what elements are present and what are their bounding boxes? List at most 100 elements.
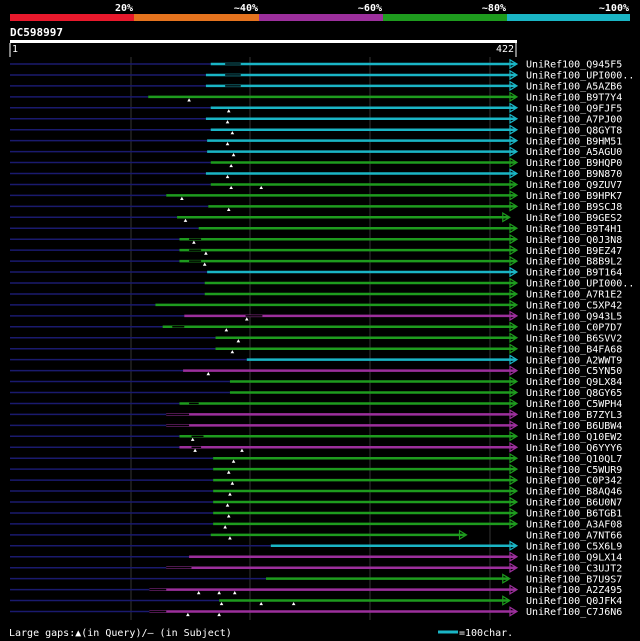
hit-label[interactable]: UniRef100_B9HPK7 [526,191,622,202]
hit-label[interactable]: UniRef100_A5AZB6 [526,82,622,93]
hit-label[interactable]: UniRef100_C5X6L9 [526,541,622,552]
hit-row[interactable]: UniRef100_Q945F5 [10,58,622,71]
hit-row[interactable]: UniRef100_B6UBW4 [10,420,622,432]
hit-row[interactable]: UniRef100_B6SVV2 [10,332,622,344]
hit-label[interactable]: UniRef100_B6SVV2 [526,333,622,344]
hit-row[interactable]: UniRef100_A7R1E2 [10,288,622,301]
hit-label[interactable]: UniRef100_Q8GY65 [526,388,622,399]
hit-row[interactable]: UniRef100_A2WWT9 [10,354,622,366]
hit-row[interactable]: UniRef100_C5WUR9 [10,463,622,476]
hit-row[interactable]: UniRef100_Q943L5 [10,310,622,322]
hit-label[interactable]: UniRef100_Q9ZUV7 [526,180,622,191]
hit-label[interactable]: UniRef100_A7PJ00 [526,114,622,125]
hit-label[interactable]: UniRef100_B7ZYL3 [526,410,622,421]
hit-label[interactable]: UniRef100_C3UJT2 [526,563,622,574]
hit-label[interactable]: UniRef100_A2Z495 [526,585,622,596]
hit-row[interactable]: UniRef100_B4FA68 [10,343,622,355]
hit-label[interactable]: UniRef100_Q8GYT8 [526,125,622,136]
hit-row[interactable]: UniRef100_B9HM51 [10,135,622,147]
hit-row[interactable]: UniRef100_Q9FJF5 [10,102,622,114]
hit-row[interactable]: UniRef100_B9HQP0 [10,157,622,169]
hit-row[interactable]: UniRef100_B8B9L2 [10,255,622,268]
hit-row[interactable]: UniRef100_B8AQ46 [10,485,622,498]
hit-label[interactable]: UniRef100_B6U0N7 [526,498,622,509]
hit-label[interactable]: UniRef100_C5WPH4 [526,399,622,410]
hit-label[interactable]: UniRef100_A7R1E2 [526,290,622,301]
hit-row[interactable]: UniRef100_Q9LX84 [10,376,622,388]
hit-label[interactable]: UniRef100_UPI000.. [526,279,634,290]
hit-label[interactable]: UniRef100_B9HQP0 [526,158,622,169]
hit-label[interactable]: UniRef100_B9T7Y4 [526,92,622,103]
hit-row[interactable]: UniRef100_A5AGU0 [10,146,622,158]
hit-row[interactable]: UniRef100_C3UJT2 [10,562,622,574]
hit-row[interactable]: UniRef100_C7J6N6 [10,606,622,618]
hit-label[interactable]: UniRef100_Q6YYY6 [526,443,622,454]
hit-row[interactable]: UniRef100_B9HPK7 [10,190,622,202]
hit-row[interactable]: UniRef100_Q10QL7 [10,452,622,465]
hit-label[interactable]: UniRef100_Q10QL7 [526,454,622,465]
hit-label[interactable]: UniRef100_C7J6N6 [526,607,622,618]
hit-label[interactable]: UniRef100_C5WUR9 [526,465,622,476]
hit-row[interactable]: UniRef100_A5AZB6 [10,80,622,93]
hit-label[interactable]: UniRef100_C0P7D7 [526,322,622,333]
hit-label[interactable]: UniRef100_Q9LX14 [526,552,622,563]
hit-row[interactable]: UniRef100_C0P7D7 [10,321,622,333]
hit-row[interactable]: UniRef100_B9T7Y4 [10,91,622,103]
hit-row[interactable]: UniRef100_A3AF08 [10,518,622,531]
hit-row[interactable]: UniRef100_B7U9S7 [10,573,622,585]
hit-label[interactable]: UniRef100_A5AGU0 [526,147,622,158]
hit-label[interactable]: UniRef100_B6UBW4 [526,421,622,432]
hit-label[interactable]: UniRef100_Q9FJF5 [526,103,622,114]
hit-label[interactable]: UniRef100_B9EZ47 [526,246,622,257]
hit-label[interactable]: UniRef100_C5YN50 [526,366,622,377]
hit-label[interactable]: UniRef100_B4FA68 [526,344,622,355]
hit-label[interactable]: UniRef100_A3AF08 [526,520,622,531]
hit-label[interactable]: UniRef100_C0P342 [526,476,622,487]
hit-label[interactable]: UniRef100_Q943L5 [526,311,622,322]
hit-row[interactable]: UniRef100_Q10EW2 [10,431,622,443]
hit-label[interactable]: UniRef100_B9T164 [526,268,622,279]
hit-row[interactable]: UniRef100_B9T164 [10,266,622,279]
hit-label[interactable]: UniRef100_UPI000.. [526,71,634,82]
hit-row[interactable]: UniRef100_A7PJ00 [10,113,622,125]
hit-label[interactable]: UniRef100_C5XP42 [526,301,622,312]
hit-row[interactable]: UniRef100_B9EZ47 [10,244,622,257]
hit-label[interactable]: UniRef100_B9HM51 [526,136,622,147]
hit-label[interactable]: UniRef100_Q0JFK4 [526,596,622,607]
hit-label[interactable]: UniRef100_B9T4H1 [526,224,622,235]
hit-row[interactable]: UniRef100_Q0J3N8 [10,233,622,246]
hit-label[interactable]: UniRef100_A7NT66 [526,530,622,541]
hit-label[interactable]: UniRef100_Q945F5 [526,60,622,71]
hit-label[interactable]: UniRef100_A2WWT9 [526,355,622,366]
hit-row[interactable]: UniRef100_A2Z495 [10,584,622,596]
hit-row[interactable]: UniRef100_Q6YYY6 [10,441,622,454]
hit-label[interactable]: UniRef100_B6TGB1 [526,509,622,520]
hit-label[interactable]: UniRef100_B8B9L2 [526,257,622,268]
hit-row[interactable]: UniRef100_C5YN50 [10,365,622,377]
hit-row[interactable]: UniRef100_Q9ZUV7 [10,179,622,191]
hit-row[interactable]: UniRef100_A7NT66 [10,529,622,541]
hit-row[interactable]: UniRef100_C0P342 [10,474,622,487]
hit-label[interactable]: UniRef100_B7U9S7 [526,574,622,585]
hit-row[interactable]: UniRef100_B9GES2 [10,212,622,224]
hit-row[interactable]: UniRef100_UPI000.. [10,69,634,82]
hit-row[interactable]: UniRef100_Q0JFK4 [10,595,622,607]
hit-label[interactable]: UniRef100_B8AQ46 [526,487,622,498]
hit-row[interactable]: UniRef100_UPI000.. [10,277,634,290]
hit-row[interactable]: UniRef100_B9N870 [10,168,622,180]
hit-row[interactable]: UniRef100_B7ZYL3 [10,409,622,421]
hit-row[interactable]: UniRef100_C5WPH4 [10,398,622,410]
hit-row[interactable]: UniRef100_B6TGB1 [10,507,622,520]
hit-row[interactable]: UniRef100_Q9LX14 [10,551,622,563]
hit-row[interactable]: UniRef100_Q8GY65 [10,387,622,399]
hit-label[interactable]: UniRef100_B9GES2 [526,213,622,224]
hit-row[interactable]: UniRef100_B9T4H1 [10,222,622,235]
hit-label[interactable]: UniRef100_B9N870 [526,169,622,180]
hit-row[interactable]: UniRef100_B6U0N7 [10,496,622,509]
hit-row[interactable]: UniRef100_B9SCJ8 [10,201,622,213]
hit-label[interactable]: UniRef100_Q10EW2 [526,432,622,443]
hit-label[interactable]: UniRef100_Q0J3N8 [526,235,622,246]
hit-row[interactable]: UniRef100_C5X6L9 [10,540,622,552]
hit-row[interactable]: UniRef100_Q8GYT8 [10,124,622,136]
hit-label[interactable]: UniRef100_B9SCJ8 [526,202,622,213]
